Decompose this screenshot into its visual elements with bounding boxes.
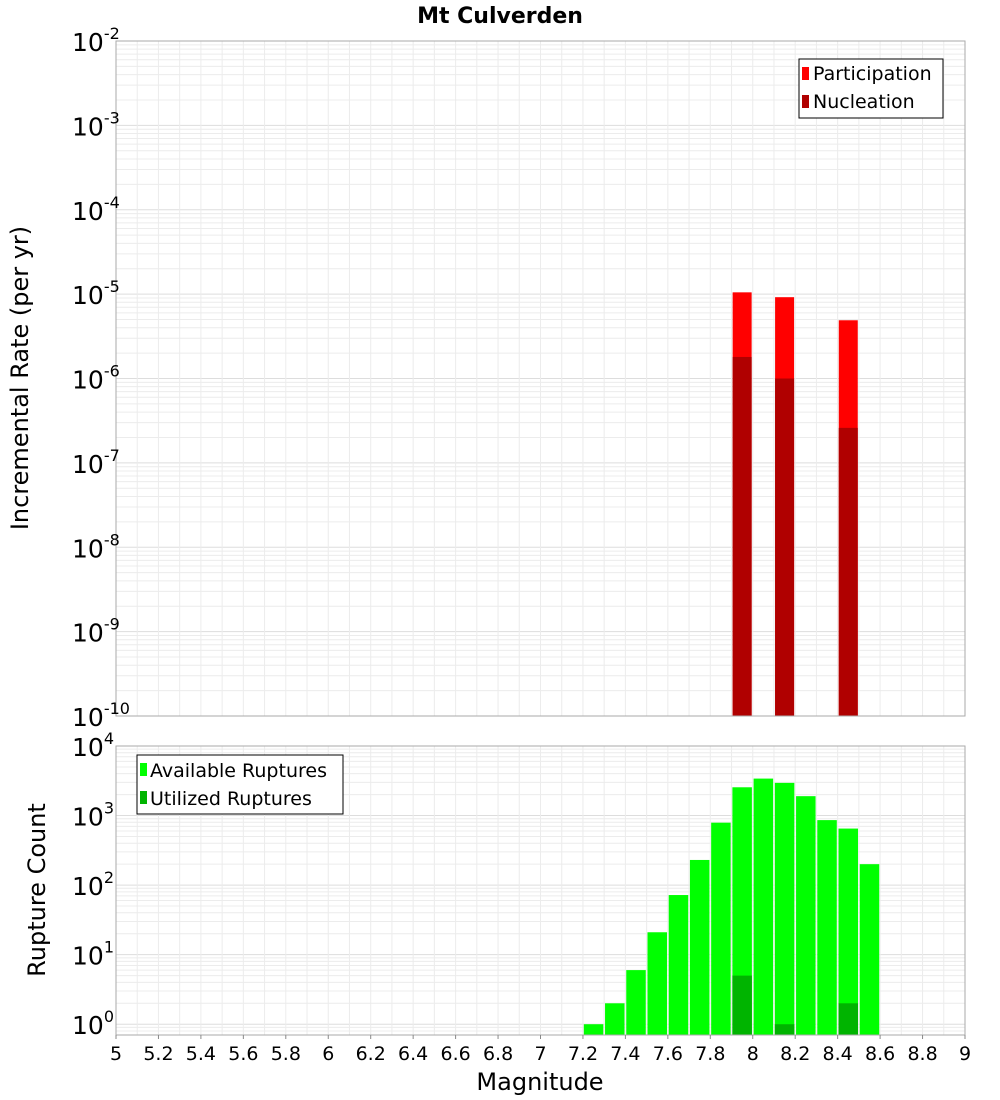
x-tick-label: 6.6: [440, 1043, 470, 1065]
bottom-bar-available-ruptures: [859, 864, 880, 1035]
legend-label-available-ruptures: Available Ruptures: [150, 760, 327, 782]
bottom-bar-available-ruptures: [689, 859, 710, 1035]
bottom-y-axis-label: Rupture Count: [23, 803, 51, 977]
x-tick-label: 8: [747, 1043, 759, 1065]
bottom-bar-utilized-ruptures: [774, 1024, 795, 1035]
bottom-y-ticks: 100 101 102 103 104: [72, 729, 114, 1040]
top-bar-nucleation: [732, 356, 752, 716]
top-y-axis-label: Incremental Rate (per yr): [6, 226, 34, 530]
top-y-tick-label: 10-10: [72, 699, 130, 732]
x-tick-label: 7.8: [695, 1043, 725, 1065]
top-legend: Participation Nucleation: [798, 58, 944, 119]
top-y-tick-label: 10-5: [72, 277, 120, 310]
top-legend-box: [798, 58, 944, 119]
top-bar-nucleation: [775, 378, 795, 716]
bottom-bar-available-ruptures: [817, 820, 837, 1035]
x-tick-label: 5.8: [271, 1043, 301, 1065]
x-tick-label: 7.6: [653, 1043, 683, 1065]
x-tick-label: 6.2: [356, 1043, 386, 1065]
bottom-bar-utilized-ruptures: [732, 975, 752, 1035]
top-y-tick-label: 10-9: [72, 615, 120, 648]
bottom-y-tick-label: 100: [72, 1007, 114, 1040]
top-plot-grid: [115, 40, 966, 717]
bottom-bar-available-ruptures: [753, 778, 774, 1035]
x-tick-label: 7.2: [568, 1043, 598, 1065]
bottom-bar-available-ruptures: [605, 1003, 625, 1035]
x-tick-label: 5: [110, 1043, 122, 1065]
bottom-bar-available-ruptures: [647, 932, 667, 1035]
bottom-bar-available-ruptures: [732, 787, 752, 1035]
top-y-tick-label: 10-3: [72, 108, 120, 141]
x-tick-label: 9: [959, 1043, 971, 1065]
bottom-y-tick-label: 101: [72, 938, 114, 971]
x-tick-label: 7: [534, 1043, 546, 1065]
legend-label-utilized-ruptures: Utilized Ruptures: [150, 788, 312, 810]
x-tick-label: 6.8: [483, 1043, 513, 1065]
bottom-bar-utilized-ruptures: [838, 1003, 859, 1035]
bottom-bar-available-ruptures: [626, 970, 646, 1035]
top-y-tick-label: 10-6: [72, 362, 120, 395]
bottom-bar-available-ruptures: [774, 782, 795, 1035]
legend-swatch-utilized-ruptures: [140, 791, 147, 804]
bottom-bar-available-ruptures: [668, 895, 689, 1035]
x-tick-label: 8.4: [823, 1043, 853, 1065]
chart-title: Mt Culverden: [417, 4, 583, 29]
legend-label-nucleation: Nucleation: [813, 91, 915, 113]
bottom-legend: Available Ruptures Utilized Ruptures: [136, 754, 344, 815]
legend-swatch-nucleation: [802, 95, 809, 108]
top-plot-frame: [115, 40, 966, 717]
top-y-tick-label: 10-7: [72, 446, 120, 479]
top-y-ticks: 10-10 10-9 10-8 10-7 10-6 10-5 10-4 10-3 10-2: [72, 24, 130, 732]
bottom-y-tick-label: 103: [72, 799, 114, 832]
x-tick-label: 5.6: [228, 1043, 258, 1065]
top-y-tick-label: 10-2: [72, 24, 120, 57]
x-tick-label: 5.2: [143, 1043, 173, 1065]
bottom-y-tick-label: 104: [72, 729, 114, 762]
bottom-bar-available-ruptures: [838, 828, 859, 1035]
bottom-y-tick-label: 102: [72, 868, 114, 901]
bottom-bar-available-ruptures: [711, 822, 731, 1035]
top-plot-bars: [732, 292, 858, 716]
x-tick-label: 8.6: [865, 1043, 895, 1065]
x-tick-labels: 5 5.2 5.4 5.6 5.8 6 6.2 6.4 6.6 6.8 7 7.2 7.4 7.6 7.8 8…: [110, 1035, 971, 1065]
top-y-tick-label: 10-4: [72, 193, 120, 226]
legend-swatch-available-ruptures: [140, 763, 147, 776]
x-tick-label: 8.2: [780, 1043, 810, 1065]
x-axis-label: Magnitude: [476, 1068, 603, 1096]
x-tick-label: 8.8: [907, 1043, 937, 1065]
top-y-tick-label: 10-8: [72, 530, 120, 563]
x-tick-label: 7.4: [610, 1043, 640, 1065]
bottom-plot-bars: [583, 778, 880, 1035]
x-tick-label: 6.4: [398, 1043, 428, 1065]
bottom-legend-box: [136, 754, 344, 815]
x-tick-label: 5.4: [186, 1043, 216, 1065]
x-tick-label: 6: [322, 1043, 334, 1065]
top-bar-nucleation: [838, 427, 858, 716]
legend-swatch-participation: [802, 67, 809, 80]
legend-label-participation: Participation: [813, 63, 932, 85]
bottom-bar-available-ruptures: [796, 796, 816, 1035]
bottom-bar-available-ruptures: [583, 1024, 604, 1035]
